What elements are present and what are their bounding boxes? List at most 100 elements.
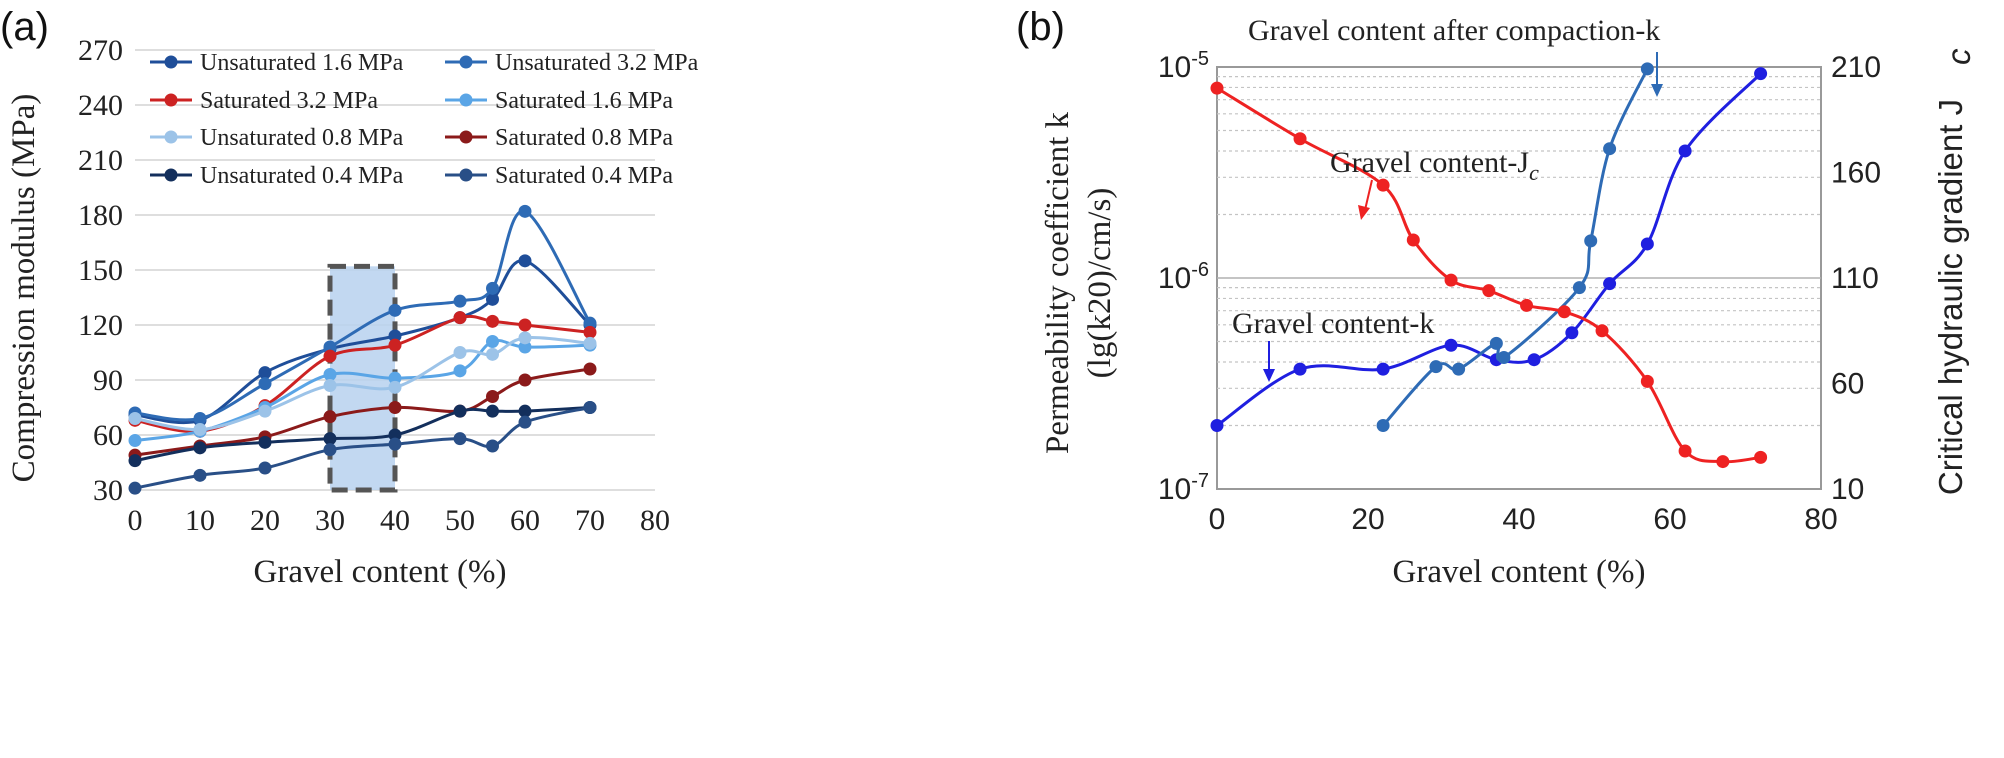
data-point (323, 340, 337, 354)
annotation-gravel-jc-arrow (1364, 179, 1373, 211)
data-point (1584, 234, 1598, 248)
data-point (486, 281, 499, 295)
y-tick-label: 90 (93, 364, 123, 397)
x-tick-label: 30 (315, 504, 345, 537)
legend-item-unsaturated-0-4-mpa: Unsaturated 0.4 MPa (150, 163, 404, 189)
data-point (453, 432, 467, 446)
x-tick-label: 60 (1653, 503, 1686, 536)
panel-a-y-axis-title: Compression modulus (MPa) (6, 94, 42, 483)
data-point (1640, 62, 1654, 76)
legend-swatch-marker (164, 130, 178, 144)
data-point (1557, 305, 1571, 319)
data-point (1497, 350, 1511, 364)
panel-b-label: (b) (1016, 5, 1065, 49)
data-point (1716, 455, 1730, 469)
x-tick-label: 40 (1502, 503, 1535, 536)
panel-b-x-axis-title: Gravel content (%) (1393, 554, 1646, 590)
series-saturated-0-4-mpa (128, 401, 597, 495)
y-right-tick-label: 60 (1831, 368, 1864, 401)
data-point (258, 366, 272, 380)
tick-base: 10 (1158, 473, 1191, 506)
data-point (453, 311, 467, 325)
data-point (388, 303, 402, 317)
data-point (486, 347, 499, 361)
data-point (453, 294, 467, 308)
right-y-axis-title-subscript: c (1940, 48, 1977, 65)
legend-swatch-marker (459, 93, 473, 107)
data-point (453, 364, 467, 378)
data-point (1452, 362, 1466, 376)
series-gravel-content-after-compaction-k (1376, 62, 1654, 432)
data-point (388, 371, 402, 385)
data-point (323, 379, 337, 392)
data-point (1444, 273, 1458, 287)
data-point (486, 292, 499, 306)
data-point (1444, 338, 1458, 352)
data-point (583, 336, 597, 350)
x-tick-label: 70 (575, 504, 605, 537)
legend-label: Saturated 3.2 MPa (200, 88, 378, 114)
panel-a: (a) 0 10 20 30 40 50 60 70 80 30 60 90 120 150 180 210… (0, 5, 699, 590)
data-point (388, 380, 402, 394)
data-point (1640, 237, 1654, 251)
data-point (518, 404, 532, 418)
panel-b-gridlines (1217, 76, 1821, 427)
x-tick-label: 80 (640, 504, 670, 537)
data-point (1572, 281, 1586, 295)
data-point (193, 441, 207, 455)
data-point (1595, 324, 1609, 338)
tick-exponent: -6 (1191, 259, 1209, 281)
panel-b-right-y-axis-title: Critical hydraulic gradient J c (1932, 48, 1977, 495)
data-point (1754, 67, 1768, 81)
annotation-gravel-jc: Gravel content-Jc (1330, 146, 1539, 185)
data-point (258, 404, 272, 418)
data-point (128, 412, 142, 425)
y-left-tick-label: 10-5 (1158, 48, 1209, 84)
panel-a-legend: Unsaturated 1.6 MPa Unsaturated 3.2 MPa Sa… (150, 50, 699, 189)
data-point (1210, 418, 1224, 432)
legend-label: Unsaturated 0.4 MPa (200, 163, 404, 189)
legend-label: Unsaturated 1.6 MPa (200, 50, 404, 76)
data-point (486, 439, 499, 453)
data-point (1293, 362, 1307, 376)
legend-swatch-marker (164, 55, 178, 69)
panel-a-x-axis-title: Gravel content (%) (254, 554, 507, 590)
data-point (1376, 178, 1390, 192)
legend-label: Saturated 1.6 MPa (495, 88, 673, 114)
legend-item-unsaturated-1-6-mpa: Unsaturated 1.6 MPa (150, 50, 404, 76)
legend-label: Unsaturated 3.2 MPa (495, 50, 699, 76)
y-tick-label: 150 (78, 254, 123, 287)
data-point (486, 335, 499, 348)
y-tick-label: 270 (78, 34, 123, 67)
panel-b: (b) 0 20 40 60 80 10-510-610-7 2101601106010… (1016, 5, 1977, 590)
data-point (1520, 298, 1534, 312)
data-point (258, 377, 272, 391)
data-point (388, 401, 402, 414)
series-gravel-content-k (1210, 67, 1768, 432)
legend-item-saturated-0-8-mpa: Saturated 0.8 MPa (445, 125, 673, 151)
data-point (258, 461, 272, 475)
data-point (518, 254, 532, 268)
legend-item-unsaturated-3-2-mpa: Unsaturated 3.2 MPa (445, 50, 699, 76)
series-line (1381, 68, 1649, 427)
panel-b-left-y-axis-title-line1: Permeability coefficient k (1040, 111, 1076, 454)
data-point (1603, 142, 1617, 156)
x-tick-label: 10 (185, 504, 215, 537)
data-point (388, 338, 402, 352)
data-point (388, 428, 402, 442)
series-unsaturated-0-4-mpa (128, 401, 597, 468)
data-point (1293, 132, 1307, 146)
data-point (1603, 277, 1617, 291)
legend-swatch-marker (459, 55, 473, 69)
panel-a-series (128, 204, 597, 495)
y-tick-label: 240 (78, 89, 123, 122)
panel-b-series (1210, 62, 1768, 469)
data-point (1406, 233, 1420, 247)
panel-b-left-y-axis-title-line2: (lg(k20)/cm/s) (1082, 188, 1118, 379)
annotation-after-compaction-arrowhead (1651, 84, 1663, 97)
y-right-tick-label: 210 (1831, 51, 1881, 84)
y-left-tick-label: 10-7 (1158, 470, 1209, 506)
legend-label: Saturated 0.8 MPa (495, 125, 673, 151)
data-point (1678, 144, 1692, 158)
data-point (486, 314, 499, 328)
